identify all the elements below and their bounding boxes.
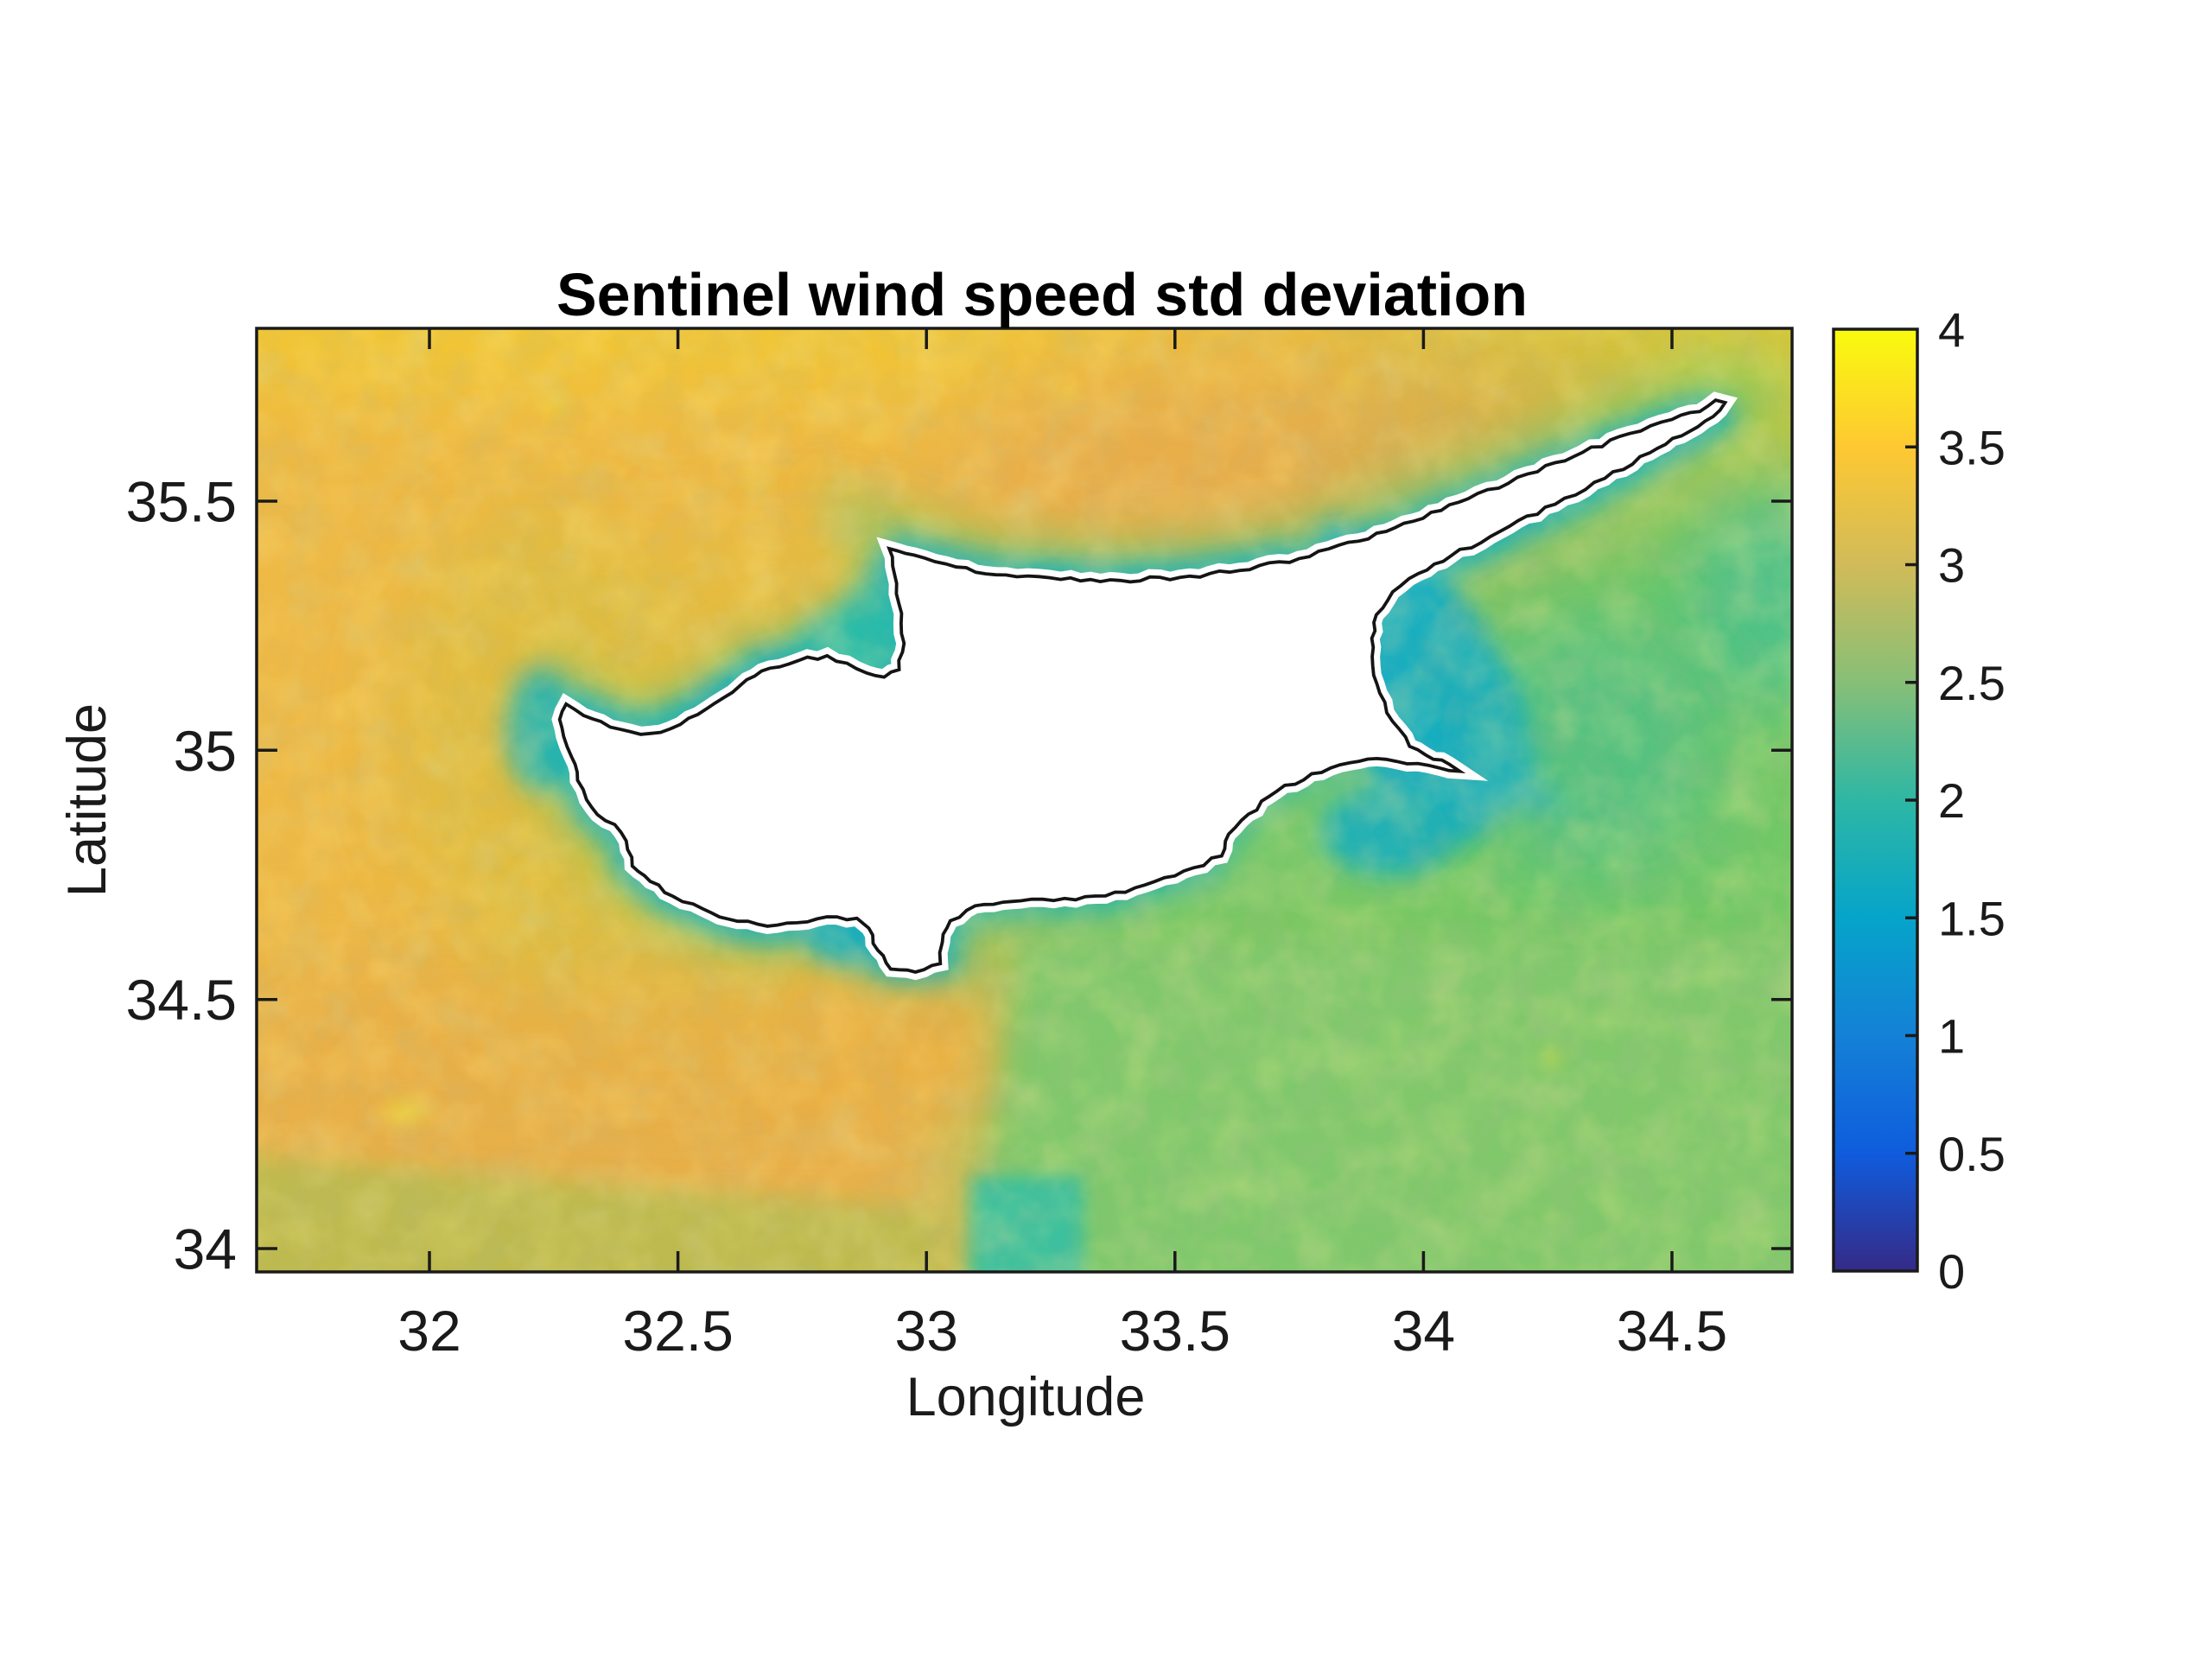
svg-text:0: 0 bbox=[1938, 1244, 1965, 1299]
svg-text:Latitude: Latitude bbox=[57, 703, 118, 897]
svg-text:0.5: 0.5 bbox=[1938, 1127, 2005, 1181]
svg-text:Sentinel wind speed std deviat: Sentinel wind speed std deviation bbox=[556, 261, 1528, 328]
svg-text:34.5: 34.5 bbox=[1617, 1299, 1727, 1363]
svg-text:34: 34 bbox=[1392, 1299, 1455, 1363]
svg-text:2: 2 bbox=[1938, 773, 1965, 828]
svg-text:34: 34 bbox=[174, 1217, 237, 1281]
svg-text:3.5: 3.5 bbox=[1938, 420, 2005, 474]
svg-text:34.5: 34.5 bbox=[126, 968, 237, 1032]
svg-text:Longitude: Longitude bbox=[906, 1367, 1146, 1427]
svg-text:33.5: 33.5 bbox=[1120, 1299, 1230, 1363]
svg-text:32.5: 32.5 bbox=[622, 1299, 733, 1363]
svg-text:1.5: 1.5 bbox=[1938, 891, 2005, 945]
svg-text:2.5: 2.5 bbox=[1938, 656, 2005, 710]
svg-text:4: 4 bbox=[1938, 302, 1965, 357]
svg-text:1: 1 bbox=[1938, 1009, 1965, 1064]
svg-text:32: 32 bbox=[397, 1299, 461, 1363]
svg-text:33: 33 bbox=[894, 1299, 957, 1363]
svg-text:35.5: 35.5 bbox=[126, 470, 237, 534]
svg-text:3: 3 bbox=[1938, 538, 1965, 593]
svg-text:35: 35 bbox=[174, 719, 237, 783]
